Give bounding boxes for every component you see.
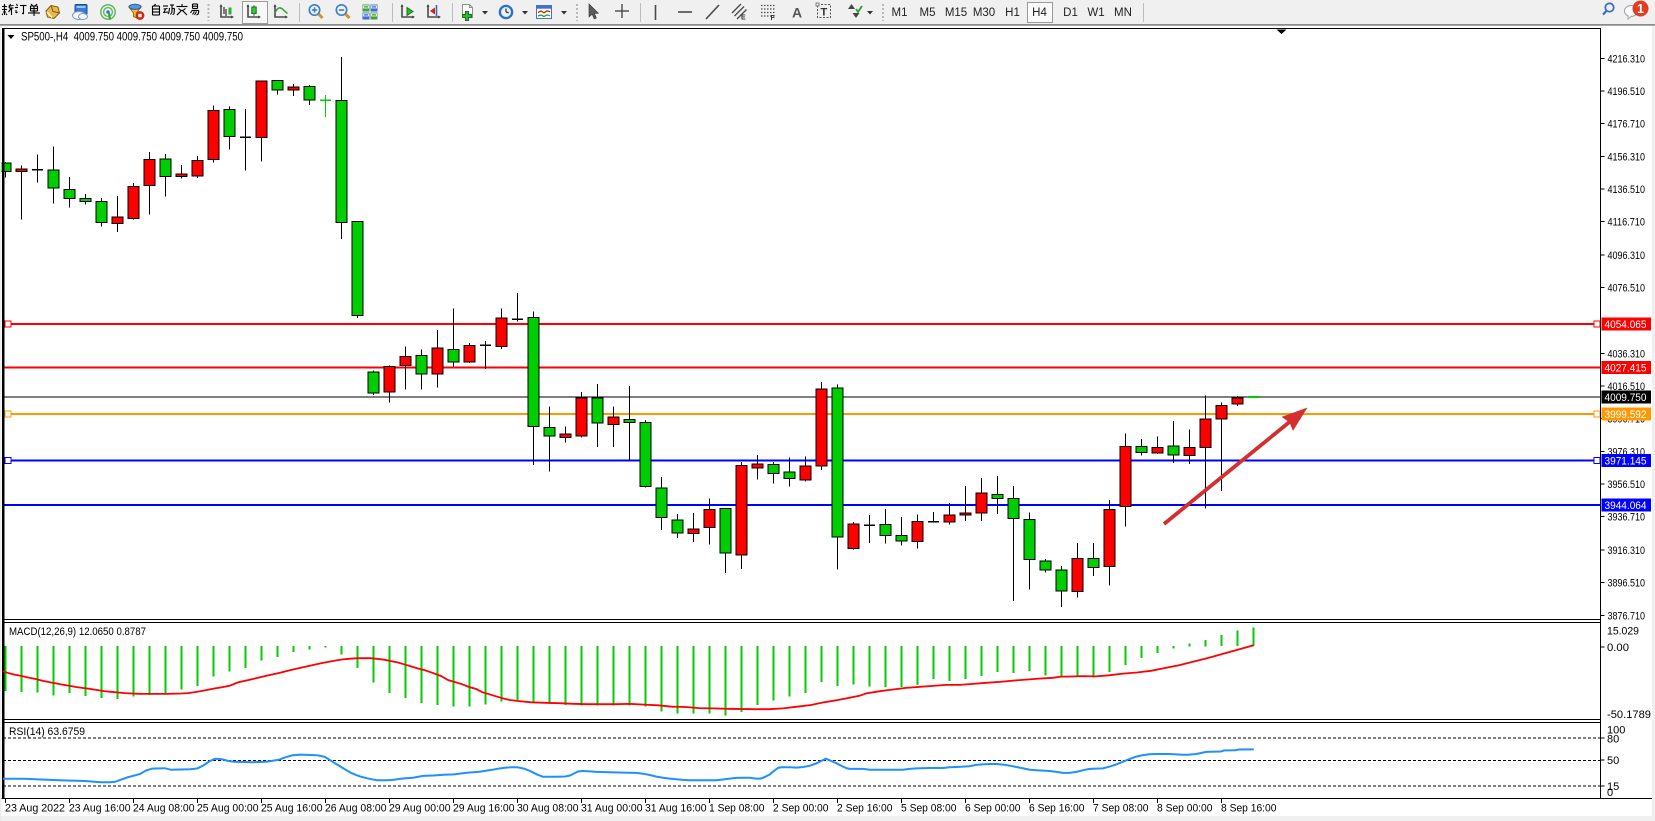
svg-text:T: T bbox=[821, 7, 828, 19]
svg-text:23 Aug 16:00: 23 Aug 16:00 bbox=[69, 803, 131, 815]
svg-text:MN: MN bbox=[1114, 7, 1132, 19]
svg-text:4136.510: 4136.510 bbox=[1608, 184, 1646, 196]
svg-text:4036.310: 4036.310 bbox=[1608, 348, 1646, 360]
svg-text:3956.510: 3956.510 bbox=[1608, 479, 1646, 491]
svg-text:M1: M1 bbox=[892, 7, 908, 19]
svg-text:3936.710: 3936.710 bbox=[1608, 512, 1646, 524]
svg-text:23 Aug 2022: 23 Aug 2022 bbox=[5, 803, 65, 815]
svg-text:6 Sep 00:00: 6 Sep 00:00 bbox=[965, 803, 1021, 815]
svg-text:29 Aug 00:00: 29 Aug 00:00 bbox=[389, 803, 451, 815]
svg-text:M5: M5 bbox=[920, 7, 936, 19]
svg-text:3944.064: 3944.064 bbox=[1605, 500, 1647, 512]
svg-text:M30: M30 bbox=[973, 7, 995, 19]
svg-text:24 Aug 08:00: 24 Aug 08:00 bbox=[133, 803, 195, 815]
svg-text:1 Sep 08:00: 1 Sep 08:00 bbox=[709, 803, 765, 815]
svg-text:RSI(14) 63.6759: RSI(14) 63.6759 bbox=[9, 726, 85, 738]
svg-text:SP500-,H4 4009.750 4009.750 4: SP500-,H4 4009.750 4009.750 4009.750 400… bbox=[21, 32, 243, 44]
svg-text:4016.510: 4016.510 bbox=[1608, 381, 1646, 393]
svg-text:4076.510: 4076.510 bbox=[1608, 283, 1646, 295]
svg-text:80: 80 bbox=[1607, 734, 1619, 746]
svg-text:100: 100 bbox=[1607, 724, 1625, 736]
svg-text:15.029: 15.029 bbox=[1607, 626, 1639, 638]
svg-text:15: 15 bbox=[1607, 781, 1619, 793]
svg-text:26 Aug 08:00: 26 Aug 08:00 bbox=[325, 803, 387, 815]
svg-text:5 Sep 08:00: 5 Sep 08:00 bbox=[901, 803, 957, 815]
svg-text:A: A bbox=[792, 5, 802, 21]
svg-text:E: E bbox=[741, 15, 746, 22]
svg-text:4176.710: 4176.710 bbox=[1608, 118, 1646, 130]
svg-text:-50.1789: -50.1789 bbox=[1607, 709, 1651, 721]
svg-text:3916.310: 3916.310 bbox=[1608, 545, 1646, 557]
svg-text:M15: M15 bbox=[945, 7, 967, 19]
svg-text:4116.710: 4116.710 bbox=[1608, 217, 1646, 229]
svg-text:H4: H4 bbox=[1032, 7, 1047, 19]
svg-text:3896.510: 3896.510 bbox=[1608, 578, 1646, 590]
svg-text:29 Aug 16:00: 29 Aug 16:00 bbox=[453, 803, 515, 815]
svg-text:4196.510: 4196.510 bbox=[1608, 86, 1646, 98]
svg-text:0.00: 0.00 bbox=[1607, 642, 1629, 654]
svg-text:2 Sep 16:00: 2 Sep 16:00 bbox=[837, 803, 893, 815]
svg-text:31 Aug 00:00: 31 Aug 00:00 bbox=[581, 803, 643, 815]
svg-text:30 Aug 08:00: 30 Aug 08:00 bbox=[517, 803, 579, 815]
svg-text:4009.750: 4009.750 bbox=[1605, 392, 1647, 404]
svg-text:H1: H1 bbox=[1005, 7, 1020, 19]
svg-text:50: 50 bbox=[1607, 755, 1619, 767]
svg-text:4216.310: 4216.310 bbox=[1608, 53, 1646, 65]
svg-text:25 Aug 00:00: 25 Aug 00:00 bbox=[197, 803, 259, 815]
svg-text:8 Sep 00:00: 8 Sep 00:00 bbox=[1157, 803, 1213, 815]
svg-text:4156.310: 4156.310 bbox=[1608, 152, 1646, 164]
svg-text:F: F bbox=[771, 15, 776, 22]
svg-text:D1: D1 bbox=[1063, 7, 1078, 19]
svg-text:25 Aug 16:00: 25 Aug 16:00 bbox=[261, 803, 323, 815]
svg-text:1: 1 bbox=[1637, 2, 1644, 16]
svg-text:4096.310: 4096.310 bbox=[1608, 250, 1646, 262]
svg-text:0: 0 bbox=[1607, 787, 1613, 799]
svg-text:4027.415: 4027.415 bbox=[1605, 363, 1647, 375]
svg-text:31 Aug 16:00: 31 Aug 16:00 bbox=[645, 803, 707, 815]
svg-text:6 Sep 16:00: 6 Sep 16:00 bbox=[1029, 803, 1085, 815]
svg-text:4054.065: 4054.065 bbox=[1605, 319, 1647, 331]
svg-text:3971.145: 3971.145 bbox=[1605, 456, 1647, 468]
svg-text:7 Sep 08:00: 7 Sep 08:00 bbox=[1093, 803, 1149, 815]
svg-text:8 Sep 16:00: 8 Sep 16:00 bbox=[1221, 803, 1277, 815]
svg-text:MACD(12,26,9) 12.0650 0.8787: MACD(12,26,9) 12.0650 0.8787 bbox=[9, 626, 146, 638]
svg-text:3876.710: 3876.710 bbox=[1608, 611, 1646, 623]
svg-text:2 Sep 00:00: 2 Sep 00:00 bbox=[773, 803, 829, 815]
svg-text:W1: W1 bbox=[1087, 7, 1104, 19]
svg-text:3999.592: 3999.592 bbox=[1605, 409, 1647, 421]
